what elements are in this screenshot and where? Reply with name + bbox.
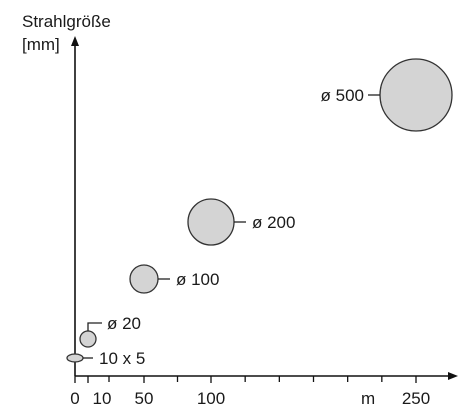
beam-spot — [79, 330, 97, 348]
x-tick-label: 250 — [402, 389, 430, 408]
x-tick-label: 0 — [70, 389, 79, 408]
beam-label: ø 200 — [252, 213, 295, 232]
x-axis-arrow — [448, 372, 458, 380]
beam-label: 10 x 5 — [99, 349, 145, 368]
x-tick-label: 100 — [197, 389, 225, 408]
beam-spot — [129, 264, 159, 294]
beam-spot — [187, 198, 235, 246]
x-tick-label: 10 — [93, 389, 112, 408]
x-tick-label: 50 — [135, 389, 154, 408]
beam-label: ø 100 — [176, 270, 219, 289]
y-axis-label-line1: Strahlgröße — [22, 12, 111, 31]
leader-line — [87, 322, 102, 331]
y-axis-arrow — [71, 36, 79, 46]
beam-label: ø 500 — [321, 86, 364, 105]
beam-spot — [66, 353, 84, 363]
y-axis-label-line2: [mm] — [22, 35, 60, 54]
beam-spot — [379, 58, 453, 132]
x-axis-label: m — [361, 389, 375, 408]
beam-label: ø 20 — [107, 314, 141, 333]
